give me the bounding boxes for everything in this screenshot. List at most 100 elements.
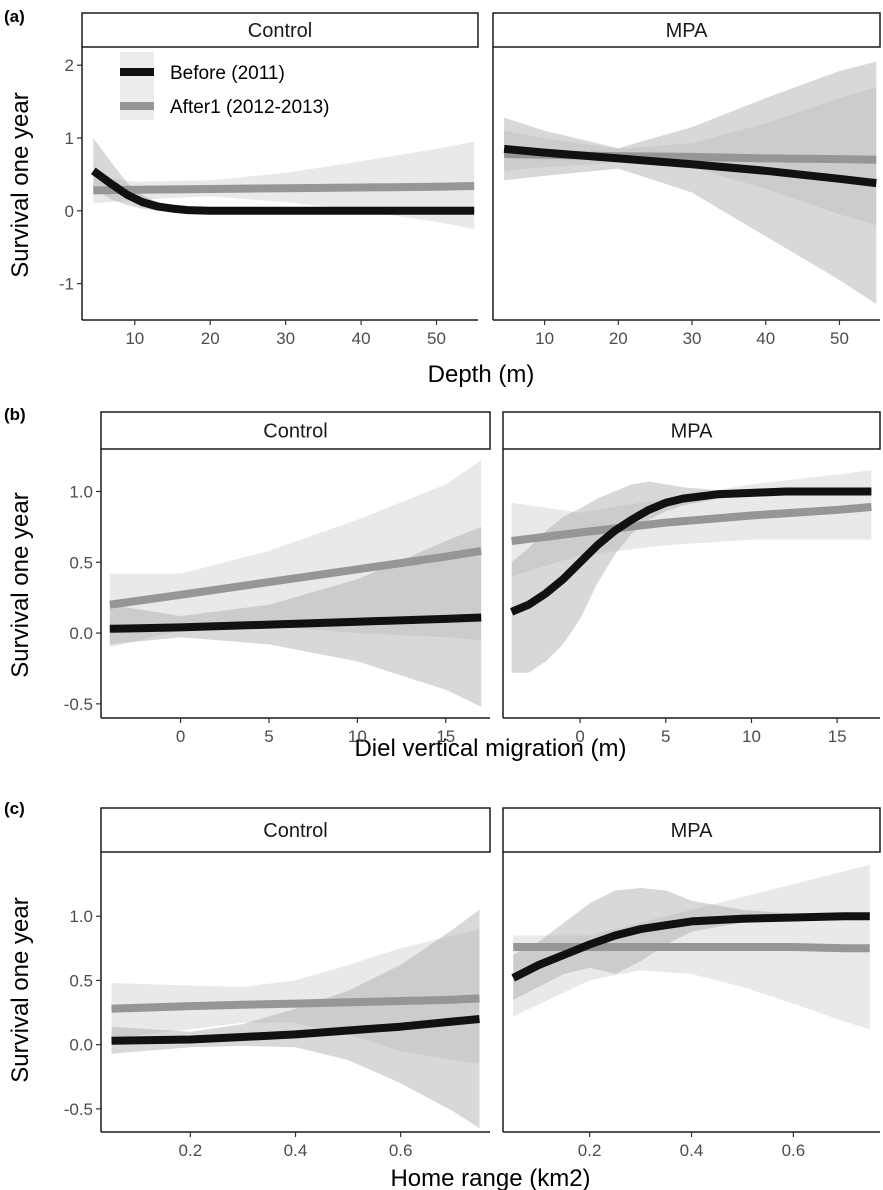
series-line-after [513, 943, 870, 953]
y-tick-label: 0.5 [69, 553, 93, 572]
x-tick-label: 0.4 [680, 1141, 704, 1160]
facet-strip [100, 411, 491, 450]
ci-band-before [111, 909, 480, 1129]
x-tick-label: 50 [427, 329, 446, 348]
legend: Before (2011) After1 (2012-2013) [120, 52, 330, 120]
y-tick-label: 2 [65, 56, 74, 75]
y-tick-label: 0 [65, 202, 74, 221]
x-tick-label: 0 [176, 727, 185, 746]
x-tick-label: 30 [683, 329, 702, 348]
panel-a: (a) Survival one year -1 0 1 2 Depth (m) Contro… [4, 7, 881, 388]
y-axis-label: Survival one year [7, 92, 34, 277]
facet-strip [502, 807, 881, 853]
x-axis-label: Depth (m) [428, 361, 535, 388]
facet-control: Control 0.2 0.4 0.6 [100, 807, 491, 1160]
x-tick-label: 0.2 [578, 1141, 602, 1160]
panel-c: (c) Survival one year -0.5 0.0 0.5 1.0 Home ra… [4, 799, 881, 1190]
ci-band-after [109, 460, 482, 648]
facet-plot-area [90, 138, 475, 229]
y-tick-label: 0.0 [69, 624, 93, 643]
x-tick-label: 10 [125, 329, 144, 348]
facet-plot-area [503, 61, 877, 304]
x-axis: 0 5 10 15 [575, 718, 847, 746]
x-axis-label: Home range (km2) [390, 1165, 590, 1190]
x-tick-label: 40 [352, 329, 371, 348]
facet-mpa: MPA 0 5 10 15 [502, 411, 881, 746]
x-tick-label: 15 [436, 727, 455, 746]
x-tick-label: 20 [201, 329, 220, 348]
panel-b: (b) Survival one year -0.5 0.0 0.5 1.0 Diel ve… [4, 405, 881, 762]
facet-strip-label: Control [263, 421, 327, 443]
y-tick-label: 1.0 [69, 482, 93, 501]
x-tick-label: 10 [535, 329, 554, 348]
ci-band-before [504, 61, 877, 304]
x-tick-label: 10 [348, 727, 367, 746]
x-tick-label: 0 [575, 727, 584, 746]
facet-strip [492, 12, 881, 48]
facet-control: Control 0 5 10 15 [100, 411, 491, 746]
ci-band-before [109, 526, 482, 707]
facet-plot-area [511, 864, 870, 1030]
y-tick-label: -1 [59, 275, 74, 294]
facet-plot-area [111, 909, 480, 1129]
facet-plot-area [109, 460, 482, 707]
facet-strip-label: MPA [666, 20, 709, 42]
y-axis: -0.5 0.0 0.5 1.0 [64, 482, 101, 714]
series-line-before [511, 912, 870, 982]
x-tick-label: 0.4 [284, 1141, 308, 1160]
series-line-before [90, 167, 475, 215]
facet-strip-label: MPA [671, 820, 714, 842]
y-tick-label: -0.5 [64, 1100, 93, 1119]
x-tick-label: 10 [742, 727, 761, 746]
x-tick-label: 20 [609, 329, 628, 348]
facet-control: Control 10 20 30 40 50 [81, 12, 479, 348]
x-tick-label: 5 [661, 727, 670, 746]
x-tick-label: 5 [264, 727, 273, 746]
x-axis-label: Diel vertical migration (m) [354, 735, 626, 762]
y-tick-label: -0.5 [64, 695, 93, 714]
series-line-after [93, 182, 475, 195]
facet-strip [502, 411, 881, 450]
facet-strip-label: Control [263, 820, 327, 842]
x-axis: 10 20 30 40 50 [535, 320, 849, 348]
facet-strip [100, 807, 491, 853]
y-tick-label: 1.0 [69, 907, 93, 926]
facet-plot-area [510, 470, 872, 673]
series-line-before [111, 1015, 480, 1045]
y-axis: -1 0 1 2 [59, 56, 82, 294]
panel-label: (c) [4, 799, 25, 818]
x-axis: 10 20 30 40 50 [125, 320, 446, 348]
legend-label-before: Before (2011) [170, 63, 285, 84]
y-axis: -0.5 0.0 0.5 1.0 [64, 907, 101, 1119]
x-tick-label: 40 [756, 329, 775, 348]
x-tick-label: 0.6 [389, 1141, 413, 1160]
series-line-after [111, 994, 480, 1013]
x-axis: 0 5 10 15 [176, 718, 455, 746]
panel-label: (a) [4, 7, 25, 26]
facet-strip-label: Control [248, 20, 312, 42]
y-tick-label: 0.0 [69, 1036, 93, 1055]
x-tick-label: 50 [830, 329, 849, 348]
x-tick-label: 0.6 [782, 1141, 806, 1160]
x-tick-label: 0.2 [179, 1141, 203, 1160]
series-line-before [503, 144, 877, 188]
facet-mpa: MPA 10 20 30 40 50 [492, 12, 881, 348]
facet-mpa: MPA 0.2 0.4 0.6 [502, 807, 881, 1160]
ci-band-before [93, 138, 475, 213]
series-line-before [510, 487, 872, 616]
x-axis: 0.2 0.4 0.6 [179, 1132, 413, 1160]
legend-label-after: After1 (2012-2013) [170, 97, 330, 118]
facet-strip-label: MPA [671, 421, 714, 443]
y-axis-label: Survival one year [7, 897, 34, 1082]
y-tick-label: 0.5 [69, 971, 93, 990]
x-tick-label: 30 [276, 329, 295, 348]
y-axis-label: Survival one year [7, 492, 34, 677]
y-tick-label: 1 [65, 129, 74, 148]
series-line-before [109, 613, 482, 633]
facet-strip [81, 12, 479, 48]
x-axis: 0.2 0.4 0.6 [578, 1132, 805, 1160]
x-tick-label: 15 [828, 727, 847, 746]
series-line-after [511, 503, 872, 545]
panel-label: (b) [4, 405, 26, 424]
